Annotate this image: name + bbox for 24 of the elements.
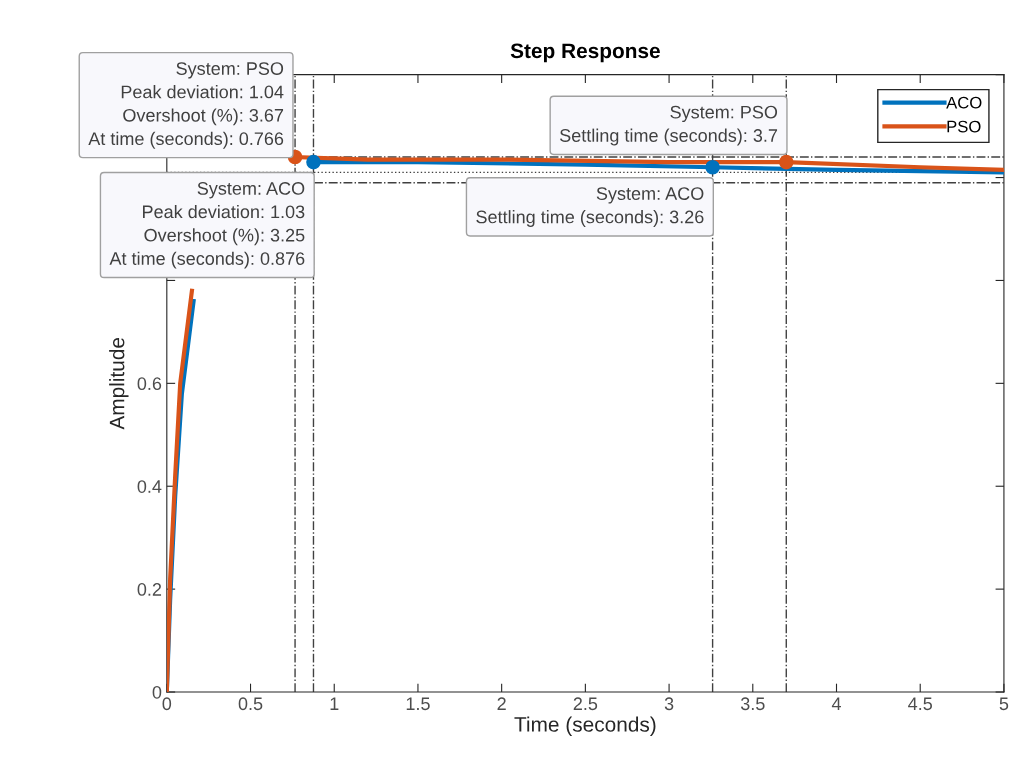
x-tick-label: 3.5 [740, 697, 765, 711]
x-tick-label: 4 [831, 697, 841, 710]
x-tick-label: 2 [497, 697, 506, 710]
x-tick-label: 3 [664, 697, 674, 711]
y-tick-label: 0.6 [137, 377, 162, 391]
x-tick-label: 1 [330, 697, 339, 710]
annotation: System: ACO Settling time (seconds): 3.26 [476, 187, 704, 227]
y-tick-label: 0.2 [137, 583, 162, 596]
x-axis-title: Time (seconds) [514, 716, 656, 736]
legend-label: ACO [946, 96, 982, 109]
x-tick-label: 2.5 [573, 697, 598, 711]
x-tick-label: 0.5 [238, 697, 263, 711]
x-tick-label: 1.5 [406, 697, 430, 711]
x-tick-label: 5 [999, 697, 1009, 711]
annotation: System: PSO Settling time (seconds): 3.7 [560, 105, 778, 146]
chart-title: Step Response [510, 43, 660, 63]
y-tick-label: 0.4 [137, 480, 162, 493]
x-tick-label: 4.5 [908, 697, 933, 711]
x-tick-label: 0 [162, 697, 172, 711]
y-axis-title: Amplitude [109, 337, 129, 430]
legend-label: PSO [947, 120, 981, 133]
annotation: System: ACO Peak deviation: 1.03 Overshoot (%): 3.25 At time (seconds): 0.876 [109, 182, 305, 269]
y-tick-label: 0 [152, 685, 162, 699]
annotation: System: PSO Peak deviation: 1.04 Overshoot (%): 3.67 At time (seconds): 0.766 [88, 62, 284, 149]
